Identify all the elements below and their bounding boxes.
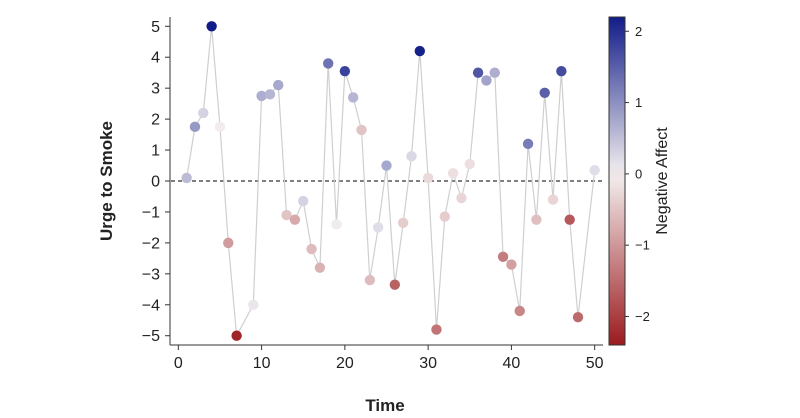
data-point [206,21,217,32]
data-point [572,311,584,323]
data-point [456,192,467,204]
colorbar-tick-label: 0 [635,166,642,181]
data-point [522,138,534,150]
y-tick-label: 0 [151,174,160,191]
data-point [289,214,301,225]
series [171,21,603,341]
y-tick-label: 4 [151,50,160,67]
data-point [539,87,550,99]
colorbar-tick-label: −1 [635,238,650,253]
data-point [497,251,509,263]
data-point [314,262,326,273]
data-point [347,92,359,103]
y-tick-label: 5 [151,19,160,36]
data-point [331,219,342,230]
x-tick-label: 50 [586,355,604,372]
data-point [364,274,376,286]
data-point [381,160,392,171]
y-tick-label: −2 [142,235,160,252]
data-point [264,89,276,100]
x-tick-label: 10 [253,355,271,372]
y-tick-label: −1 [142,204,160,221]
y-tick-label: −4 [142,297,160,314]
data-point [306,243,317,255]
data-point [531,214,542,225]
x-tick-label: 0 [174,355,183,372]
data-point [431,324,442,335]
data-point [198,107,209,119]
data-point [181,172,192,184]
y-tick-label: 3 [151,81,160,98]
data-point [356,124,367,136]
data-point [464,158,475,170]
y-tick-label: 2 [151,112,160,129]
colorbar: −2 −1 0 1 2 [608,16,650,346]
data-point [372,222,384,233]
data-point [231,330,242,341]
data-point [298,195,309,207]
data-point [214,121,226,133]
data-point [189,121,201,133]
data-point [447,168,459,179]
y-tick-label: −5 [142,328,160,345]
data-point [481,75,492,86]
data-point [323,58,334,69]
data-point [248,299,259,310]
colorbar-tick-label: −2 [635,309,650,324]
data-point [547,194,559,205]
data-point [273,79,284,91]
colorbar-title: Negative Affect [654,127,671,235]
data-point [589,164,600,176]
data-point [406,151,417,162]
colorbar-bar [608,16,626,346]
x-axis-title: Time [365,396,404,415]
data-point [506,259,517,270]
series-line [186,26,596,338]
x-tick-label: 40 [503,355,521,372]
y-tick-label: 1 [151,143,160,160]
x-tick-label: 20 [336,355,354,372]
data-point [281,209,292,221]
data-point [397,217,409,228]
data-point [489,67,500,78]
data-point [223,237,234,249]
data-point [556,65,567,77]
data-point [256,90,267,102]
y-tick-label: −3 [142,266,160,283]
data-point [472,67,484,78]
data-point [389,279,401,290]
colorbar-tick-label: 2 [635,24,642,39]
data-point [514,305,525,317]
x-tick-label: 30 [419,355,437,372]
data-point [422,172,434,184]
colorbar-tick-label: 1 [635,95,642,110]
data-point [564,214,575,225]
data-point [339,65,351,77]
data-point [439,211,450,222]
data-point [414,45,426,57]
y-axis-title: Urge to Smoke [97,121,116,241]
